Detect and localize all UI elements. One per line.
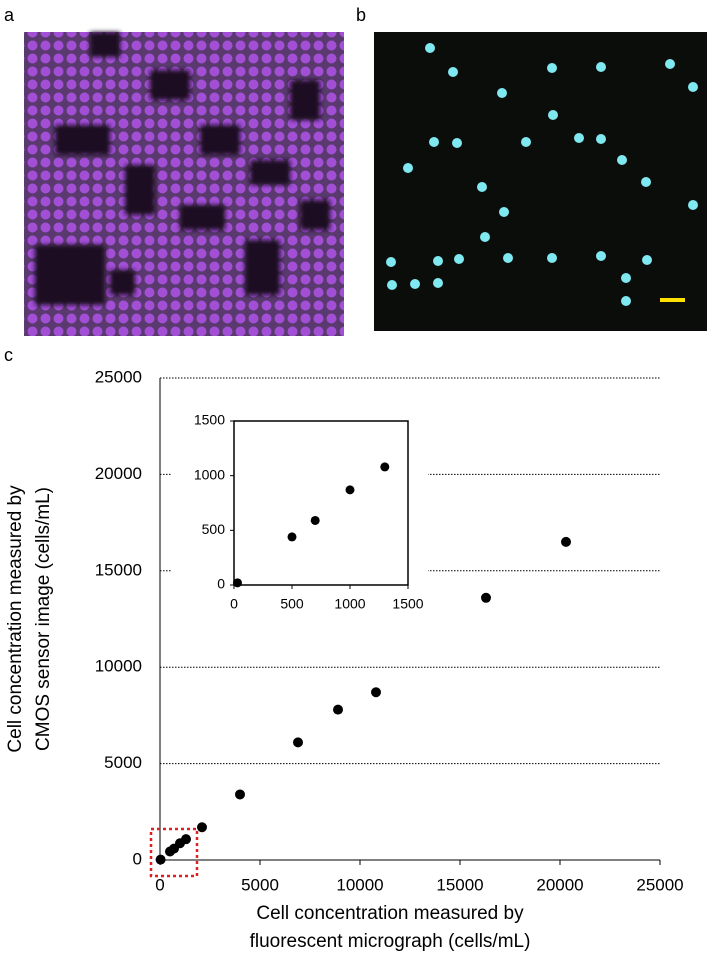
cell xyxy=(452,138,462,148)
dark-patch xyxy=(55,125,110,155)
x-tick-label: 5000 xyxy=(241,875,279,894)
y-tick-label: 15000 xyxy=(95,560,142,579)
point xyxy=(235,789,245,800)
cell xyxy=(503,253,513,263)
dark-patch xyxy=(200,125,240,155)
cell xyxy=(387,280,397,290)
micrograph xyxy=(374,32,707,331)
y-axis-label: Cell concentration measured by xyxy=(5,485,26,753)
y-tick-label: 10000 xyxy=(95,657,142,676)
panel-label: a xyxy=(4,5,15,25)
y-tick-label: 0 xyxy=(133,849,142,868)
y-tick-label: 25000 xyxy=(95,367,142,386)
dark-patch xyxy=(35,245,105,305)
inset-background xyxy=(172,398,428,616)
cell xyxy=(521,137,531,147)
x-axis-label: Cell concentration measured by xyxy=(256,903,524,924)
sensor-image xyxy=(24,32,344,336)
dark-patch xyxy=(90,32,120,57)
x-tick-label: 20000 xyxy=(536,875,583,894)
point xyxy=(232,578,242,588)
y-tick-label: 1500 xyxy=(194,412,225,428)
cell xyxy=(547,63,557,73)
point xyxy=(371,687,381,698)
cell xyxy=(665,59,675,69)
point xyxy=(155,854,166,865)
y-axis-label: CMOS sensor image (cells/mL) xyxy=(33,487,54,751)
x-tick-label: 1000 xyxy=(334,596,365,612)
cell xyxy=(574,133,584,143)
dark-patch xyxy=(300,200,330,230)
dark-patch xyxy=(180,205,225,230)
point xyxy=(481,592,491,603)
cell xyxy=(642,255,652,265)
point xyxy=(561,536,571,547)
cell xyxy=(425,43,435,53)
x-axis-label: fluorescent micrograph (cells/mL) xyxy=(250,931,531,952)
cell xyxy=(433,256,443,266)
cell xyxy=(596,134,606,144)
x-tick-label: 500 xyxy=(280,596,304,612)
cell xyxy=(641,177,651,187)
dark-patch xyxy=(290,80,320,120)
cell xyxy=(596,251,606,261)
point xyxy=(333,704,343,715)
point xyxy=(181,834,191,845)
dark-patch xyxy=(125,165,155,215)
point xyxy=(287,532,297,542)
cell xyxy=(621,296,631,306)
x-tick-label: 25000 xyxy=(636,875,683,894)
x-tick-label: 10000 xyxy=(336,875,383,894)
cell xyxy=(548,110,558,120)
x-tick-label: 15000 xyxy=(436,875,483,894)
cell xyxy=(477,182,487,192)
y-tick-label: 20000 xyxy=(95,464,142,483)
point xyxy=(197,822,207,833)
cell xyxy=(410,279,420,289)
y-tick-label: 1000 xyxy=(194,466,225,482)
highlight-box xyxy=(149,827,199,878)
point xyxy=(310,515,320,525)
point xyxy=(293,737,303,748)
cell xyxy=(617,155,627,165)
cell xyxy=(480,232,490,242)
dark-patch xyxy=(110,270,135,295)
cell xyxy=(596,62,606,72)
panel-label: c xyxy=(4,345,13,365)
cell xyxy=(621,273,631,283)
dark-patch xyxy=(245,240,280,295)
cell xyxy=(429,137,439,147)
point xyxy=(345,485,355,495)
y-tick-label: 500 xyxy=(202,521,226,537)
cell xyxy=(448,67,458,77)
dark-patch xyxy=(150,70,190,100)
cell xyxy=(433,278,443,288)
point xyxy=(380,462,390,472)
cell xyxy=(499,207,509,217)
x-tick-label: 0 xyxy=(155,875,164,894)
cell xyxy=(688,200,698,210)
x-tick-label: 0 xyxy=(230,596,238,612)
cell xyxy=(386,257,396,267)
cell xyxy=(547,253,557,263)
cell xyxy=(403,163,413,173)
dark-patch xyxy=(250,160,290,185)
y-tick-label: 0 xyxy=(217,576,225,592)
panel-label: b xyxy=(356,5,366,25)
x-tick-label: 1500 xyxy=(392,596,423,612)
y-tick-label: 5000 xyxy=(104,753,142,772)
cell xyxy=(688,82,698,92)
inset-frame xyxy=(233,420,409,586)
cell xyxy=(454,254,464,264)
cell xyxy=(497,88,507,98)
